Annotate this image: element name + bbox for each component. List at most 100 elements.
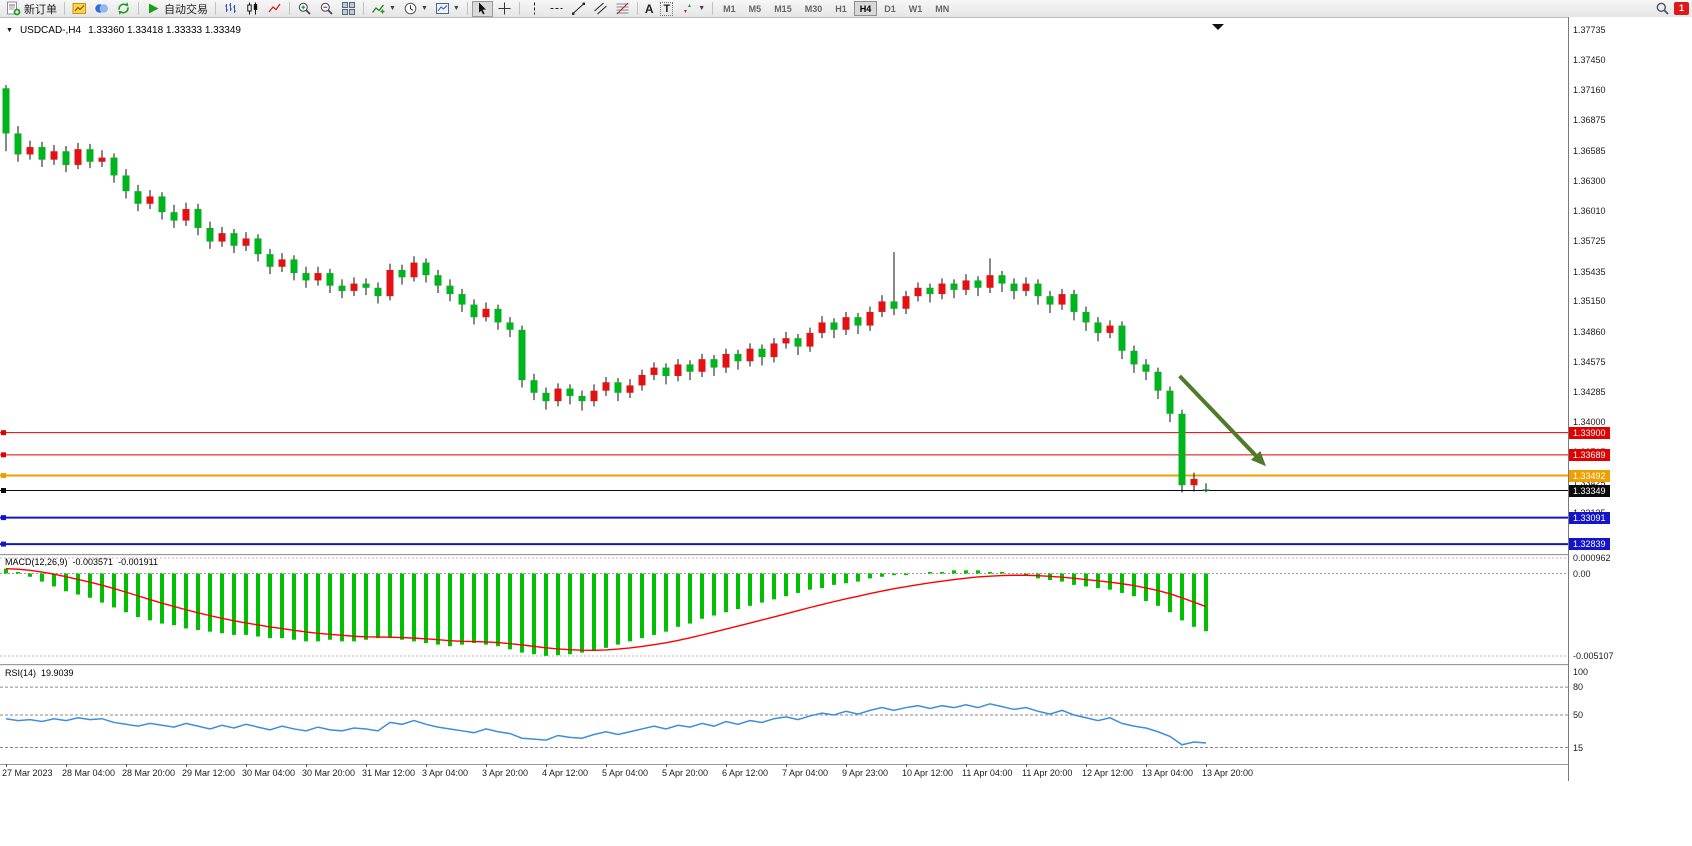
chart-menu-icon[interactable]: ▼ — [6, 27, 13, 34]
timeframe-w1[interactable]: W1 — [903, 1, 929, 16]
new-order-button[interactable]: 新订单 — [3, 1, 60, 17]
pane-separator[interactable] — [0, 664, 1692, 666]
dropdown-caret-icon: ▼ — [389, 5, 396, 12]
candle — [1070, 294, 1078, 312]
zoom-in-button[interactable] — [294, 1, 315, 17]
time-tick-mark — [486, 764, 487, 767]
time-axis-label: 13 Apr 20:00 — [1202, 768, 1254, 778]
bar-chart-type-button[interactable] — [220, 1, 241, 17]
horizontal-line-tool-button[interactable] — [546, 1, 567, 17]
notification-badge[interactable]: 1 — [1673, 2, 1689, 15]
candle — [1106, 325, 1114, 333]
price-tick-label: 1.37160 — [1573, 85, 1606, 96]
candle — [734, 353, 742, 362]
candle — [410, 262, 418, 278]
fibonacci-tool-button[interactable] — [612, 1, 633, 17]
vertical-line-tool-button[interactable] — [524, 1, 545, 17]
candle — [530, 380, 538, 393]
rsi-axis-label: 100 — [1573, 667, 1589, 677]
candle — [1166, 390, 1174, 414]
candle — [458, 294, 466, 305]
rsi-axis-label: 80 — [1573, 682, 1584, 693]
candle — [398, 269, 406, 278]
zoom-in-icon — [298, 2, 311, 15]
time-tick-mark — [726, 764, 727, 767]
toolbar-separator — [289, 2, 290, 15]
trendline-tool-button[interactable] — [568, 1, 589, 17]
price-tick-label: 1.34575 — [1573, 356, 1606, 367]
candle — [302, 273, 310, 281]
rsi-axis-label: 15 — [1573, 742, 1584, 753]
crosshair-button[interactable] — [494, 1, 515, 17]
trendline-icon — [571, 2, 585, 15]
candle — [986, 275, 994, 288]
timeframe-m5[interactable]: M5 — [743, 1, 768, 16]
rsi-pane[interactable] — [0, 666, 1568, 763]
candle — [26, 147, 34, 155]
channel-tool-button[interactable] — [590, 1, 611, 17]
time-tick-mark — [1026, 764, 1027, 767]
charts-profile-button[interactable] — [69, 1, 90, 17]
candlestick-chart-type-button[interactable] — [242, 1, 263, 17]
price-axis[interactable]: 1.37735 1.37450 1.37160 1.36875 1.36585 1.363… — [1568, 17, 1692, 781]
tile-windows-button[interactable] — [338, 1, 359, 17]
timeframe-m30[interactable]: M30 — [799, 1, 829, 16]
time-tick-mark — [546, 764, 547, 767]
refresh-button[interactable] — [113, 1, 134, 17]
candle — [38, 147, 46, 160]
time-tick-mark — [306, 764, 307, 767]
arrows-tool-button[interactable]: ▼ — [677, 1, 708, 17]
indicators-button[interactable]: ▼ — [368, 1, 399, 17]
rsi-name: RSI(14) — [5, 668, 37, 678]
autotrading-button[interactable]: 自动交易 — [143, 1, 211, 17]
price-tick-label: 1.36875 — [1573, 115, 1606, 126]
time-axis[interactable]: 27 Mar 2023 28 Mar 04:00 28 Mar 20:00 29 Ma… — [0, 764, 1568, 781]
arrows-tool-icon — [684, 4, 692, 13]
timeframe-h4[interactable]: H4 — [853, 1, 878, 16]
candle — [314, 273, 322, 281]
toolbar-separator — [215, 2, 216, 15]
price-badge: 1.33349 — [1569, 484, 1610, 497]
timeframe-d1[interactable]: D1 — [878, 1, 902, 16]
candle — [554, 388, 562, 402]
timeframe-mn[interactable]: MN — [929, 1, 955, 16]
new-order-label: 新订单 — [24, 3, 57, 16]
arrow-annotation[interactable] — [1178, 374, 1258, 457]
candle — [98, 157, 106, 162]
chart-plot-area[interactable] — [0, 22, 1568, 554]
macd-pane[interactable] — [0, 556, 1568, 663]
toolbar-separator — [636, 2, 638, 15]
time-tick-mark — [906, 764, 907, 767]
price-tick-label: 1.34285 — [1573, 387, 1606, 398]
toolbar-separator — [138, 2, 139, 15]
line-chart-icon — [268, 3, 281, 13]
candle — [278, 259, 286, 267]
candle — [290, 259, 298, 274]
candle — [998, 275, 1006, 284]
timeframe-h1[interactable]: H1 — [829, 1, 853, 16]
autotrading-label: 自动交易 — [164, 3, 208, 16]
pane-separator[interactable] — [0, 554, 1692, 556]
candle — [566, 388, 574, 396]
zoom-out-button[interactable] — [316, 1, 337, 17]
candle — [602, 382, 610, 391]
timeframe-m15[interactable]: M15 — [768, 1, 798, 16]
time-axis-label: 3 Apr 04:00 — [422, 768, 469, 778]
candle — [218, 233, 226, 242]
price-tick-label: 1.34860 — [1573, 326, 1606, 337]
timeframe-m1[interactable]: M1 — [717, 1, 742, 16]
candle — [158, 196, 166, 213]
candle — [878, 301, 886, 312]
templates-button[interactable]: ▼ — [432, 1, 463, 17]
line-chart-type-button[interactable] — [264, 1, 285, 17]
rsi-value: 19.9039 — [41, 668, 74, 678]
cursor-button[interactable] — [471, 0, 493, 17]
candle — [254, 238, 262, 255]
search-button[interactable] — [1652, 1, 1673, 17]
candle — [1178, 413, 1186, 486]
clock-icon — [404, 2, 417, 15]
text-tool-button[interactable]: A — [642, 1, 657, 17]
periods-button[interactable]: ▼ — [400, 1, 431, 17]
market-watch-button[interactable] — [91, 1, 112, 17]
text-label-tool-button[interactable]: T — [657, 1, 676, 17]
